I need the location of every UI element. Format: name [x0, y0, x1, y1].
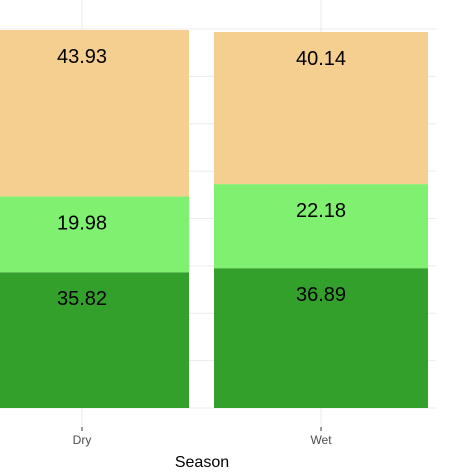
data-label-dry-0: 35.82	[57, 288, 107, 310]
data-label-wet-2: 40.14	[296, 48, 346, 70]
bar-segment-dry-0	[0, 272, 189, 408]
x-axis-title: Season	[175, 454, 229, 471]
bars	[0, 30, 428, 408]
bar-segment-wet-2	[214, 31, 428, 185]
data-labels: 35.82 19.98 43.93 36.89 22.18 40.14	[57, 46, 346, 310]
data-label-dry-1: 19.98	[57, 213, 107, 235]
x-tick-label-wet: Wet	[310, 433, 332, 447]
bar-segment-wet-0	[214, 268, 428, 408]
bar-segment-wet-1	[214, 184, 428, 269]
x-axis-ticks: Dry Wet	[73, 427, 332, 447]
data-label-wet-0: 36.89	[296, 284, 346, 306]
data-label-dry-2: 43.93	[57, 46, 107, 68]
data-label-wet-1: 22.18	[296, 200, 346, 222]
bar-segment-dry-1	[0, 196, 189, 273]
bar-segment-dry-2	[0, 30, 189, 197]
x-tick-label-dry: Dry	[73, 433, 92, 447]
